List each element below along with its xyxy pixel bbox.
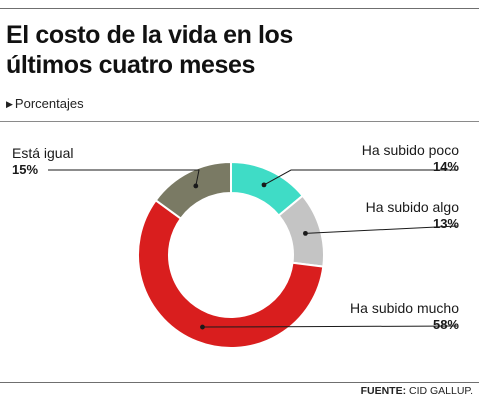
source-name: CID GALLUP. (409, 385, 473, 397)
value-ha-subido-mucho: 58% (433, 317, 459, 332)
footer-rule (0, 382, 479, 383)
value-ha-subido-algo: 13% (433, 216, 459, 231)
source-credit: FUENTE: CID GALLUP. (361, 385, 473, 397)
callout-line-ha-subido-algo (305, 225, 458, 234)
label-esta-igual: Está igual (12, 145, 73, 161)
header-rule (0, 121, 479, 122)
title-line-1: El costo de la vida en los (6, 21, 293, 49)
value-esta-igual: 15% (12, 162, 38, 177)
chart-title: El costo de la vida en los últimos cuatr… (6, 20, 446, 80)
subtitle-text: Porcentajes (14, 96, 84, 111)
title-line-2: últimos cuatro meses (6, 51, 256, 79)
slice-ha-subido-mucho (137, 198, 325, 349)
slice-esta-igual (154, 160, 232, 220)
label-ha-subido-algo: Ha subido algo (366, 199, 460, 215)
top-rule (0, 8, 479, 9)
label-ha-subido-poco: Ha subido poco (362, 142, 460, 158)
source-label: FUENTE: (360, 385, 407, 397)
callout-line-ha-subido-mucho (202, 325, 458, 328)
label-ha-subido-mucho: Ha subido mucho (350, 300, 459, 316)
callout-dot-ha-subido-poco (261, 182, 267, 188)
callout-dot-ha-subido-mucho (200, 324, 205, 330)
value-ha-subido-poco: 14% (433, 159, 459, 174)
chart-subtitle: ▶ Porcentajes (6, 96, 84, 111)
callout-dot-ha-subido-algo (303, 230, 308, 236)
callout-line-ha-subido-poco (263, 169, 457, 186)
triangle-right-icon: ▶ (6, 99, 13, 109)
callout-line-esta-igual (48, 169, 200, 187)
callout-dot-esta-igual (193, 183, 199, 189)
